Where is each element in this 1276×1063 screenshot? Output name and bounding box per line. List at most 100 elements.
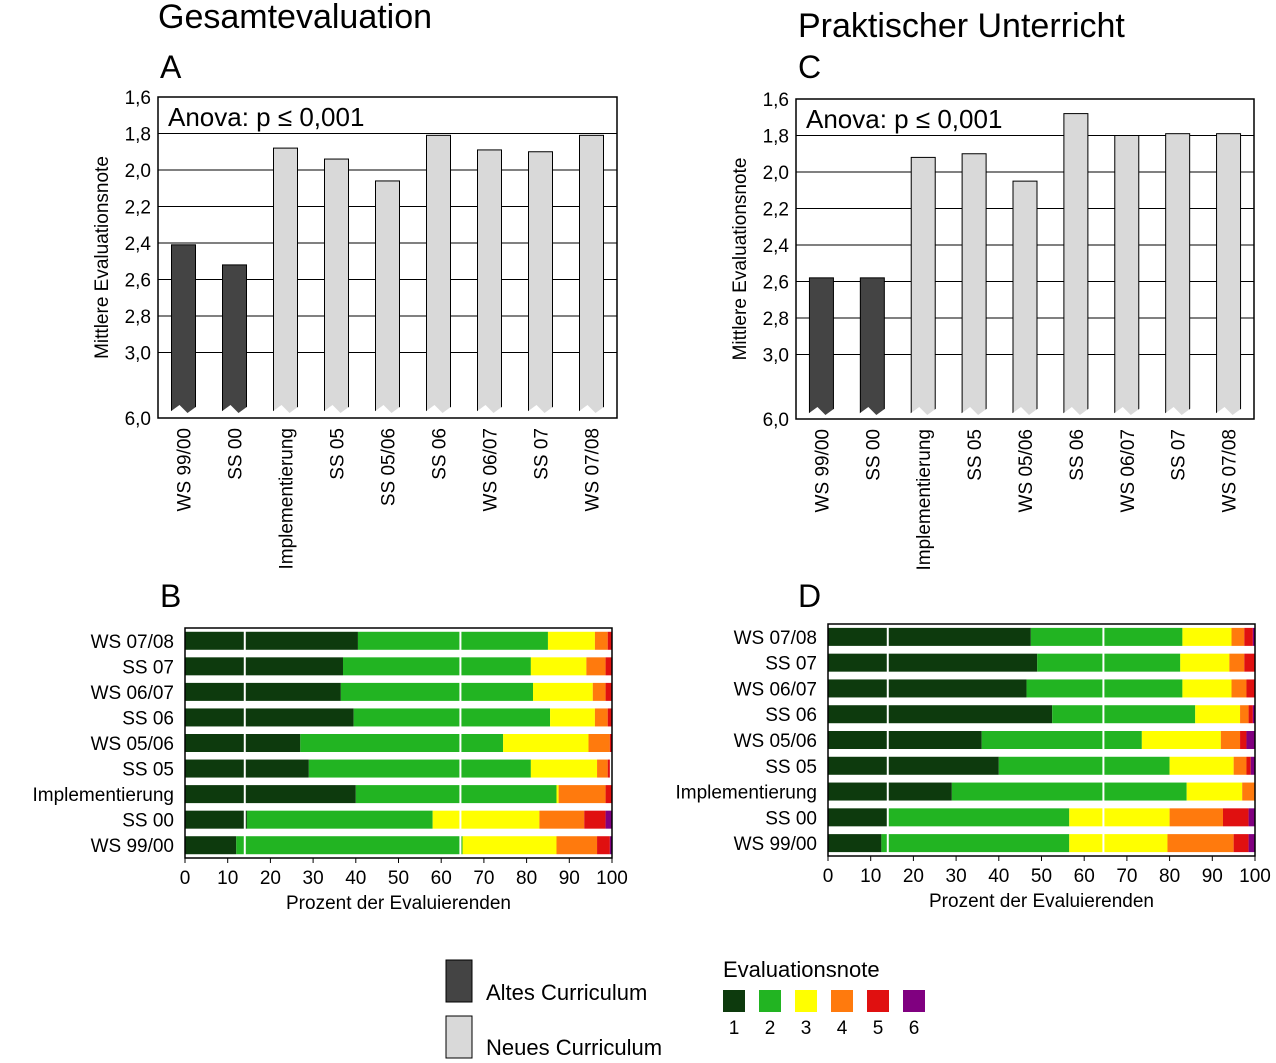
axis-break-marker <box>321 405 352 429</box>
x-tick-label: 20 <box>260 868 281 889</box>
segment-ss-07-note-4 <box>586 657 606 676</box>
x-tick-label: 100 <box>1239 866 1271 887</box>
x-tick-label: SS 00 <box>226 428 247 480</box>
y-tick-label: WS 05/06 <box>734 731 817 752</box>
legend-swatch-neues-curriculum <box>445 1015 473 1059</box>
x-tick-label: WS 06/07 <box>481 428 502 511</box>
bar-ws-06-07 <box>477 149 502 419</box>
segment-ws-07-08-note-4 <box>1231 627 1245 646</box>
x-tick-label: 60 <box>1074 866 1095 887</box>
panel-letter-c: C <box>798 49 821 85</box>
section-title-right: Praktischer Unterricht <box>798 7 1125 45</box>
x-tick-label: 80 <box>516 868 537 889</box>
y-tick-label: WS 99/00 <box>734 834 817 855</box>
axis-break-marker <box>576 405 607 429</box>
segment-ws-99-00-note-2 <box>881 834 1070 853</box>
segment-ss-00-note-3 <box>1069 808 1170 827</box>
plot-frame <box>157 96 618 419</box>
y-tick-label: SS 00 <box>122 811 174 832</box>
segment-ws-07-08-note-5 <box>1244 627 1253 646</box>
segment-ws-06-07-note-1 <box>828 679 1027 698</box>
segment-ss-05-note-6 <box>1250 756 1255 775</box>
bar-chart-a: 1,6 1,8 2,0 2,2 2,4 2,6 2,8 3,0 6,0 WS 99/00 SS 00… <box>92 88 618 570</box>
x-tick-label: 70 <box>473 868 494 889</box>
segment-ws-99-00-note-2 <box>236 836 463 855</box>
axis-break-marker <box>525 405 556 429</box>
segment-ws-05-06-note-5 <box>609 734 612 752</box>
axis-break-marker <box>270 405 301 429</box>
panel-letter-d: D <box>798 578 821 614</box>
section-title-left: Gesamtevaluation <box>158 0 432 36</box>
y-tick-label: 1,8 <box>125 125 151 146</box>
segment-ws-07-08-note-2 <box>357 631 548 650</box>
segment-ws-99-00-note-6 <box>609 836 612 855</box>
y-tick-label: 2,8 <box>763 309 789 330</box>
y-tick-label: 6,0 <box>125 409 151 430</box>
anova-annotation: Anova: p ≤ 0,001 <box>806 104 1002 134</box>
y-tick-label: 1,8 <box>763 127 789 148</box>
segment-ss-05-note-3 <box>1169 756 1234 775</box>
legend-swatch-note-2 <box>759 990 781 1012</box>
y-tick-label: SS 00 <box>765 808 817 829</box>
x-tick-label: SS 06 <box>1067 429 1088 481</box>
x-tick-label: 100 <box>596 868 628 889</box>
x-tick-label: SS 05 <box>965 429 986 481</box>
segment-ws-07-08-note-3 <box>547 631 595 650</box>
segment-ss-06-note-3 <box>550 708 595 727</box>
segment-ws-06-07-note-5 <box>605 682 612 701</box>
bar-ws-99-00 <box>808 277 834 420</box>
y-axis-label: Mittlere Evaluationsnote <box>92 156 113 359</box>
legend-label-note-5: 5 <box>873 1018 884 1039</box>
y-tick-label: WS 07/08 <box>734 628 817 649</box>
segment-ws-99-00-note-6 <box>1248 834 1255 853</box>
segment-ss-07-note-4 <box>1229 653 1245 672</box>
segment-ss-05-note-5 <box>607 759 610 778</box>
bar-ws-06-07 <box>1114 135 1140 420</box>
stacked-bar-chart-b: WS 07/08 SS 07 WS 06/07 SS 06 WS 05/06 SS 05 I… <box>32 627 628 914</box>
segment-implementierung-note-1 <box>185 785 356 804</box>
bar-ss-05 <box>961 153 987 420</box>
segment-ss-06-note-4 <box>1240 705 1249 724</box>
legend-label-neues-curriculum: Neues Curriculum <box>486 1035 662 1060</box>
y-tick-label: 1,6 <box>125 88 151 109</box>
legend-title-evaluationsnote: Evaluationsnote <box>723 957 880 982</box>
segment-ws-99-00-note-1 <box>185 836 237 855</box>
legend-swatch-note-5 <box>867 990 889 1012</box>
stacked-bar-chart-d: WS 07/08 SS 07 WS 06/07 SS 06 WS 05/06 SS 05 I… <box>675 623 1271 912</box>
x-tick-label: 0 <box>180 868 191 889</box>
x-tick-label: WS 07/08 <box>583 428 604 511</box>
segment-implementierung-note-2 <box>951 782 1187 801</box>
legend-label-note-6: 6 <box>909 1018 920 1039</box>
segment-ss-06-note-4 <box>594 708 608 727</box>
y-tick-label: 3,0 <box>125 344 151 365</box>
segment-ws-07-08-note-6 <box>1252 627 1255 646</box>
x-tick-label: SS 06 <box>430 428 451 480</box>
bar-ws-99-00 <box>171 244 196 419</box>
x-tick-label: SS 07 <box>532 428 553 480</box>
anova-annotation: Anova: p ≤ 0,001 <box>168 102 364 132</box>
x-tick-label: 40 <box>988 866 1009 887</box>
bar-ss-07 <box>528 151 553 419</box>
segment-ws-99-00-note-3 <box>1069 834 1168 853</box>
segment-ws-99-00-note-5 <box>1233 834 1249 853</box>
segment-ss-07-note-5 <box>1244 653 1255 672</box>
plot-frame <box>795 98 1255 420</box>
y-tick-label: 3,0 <box>763 346 789 367</box>
segment-ss-05-note-1 <box>185 759 309 778</box>
segment-ws-99-00-note-3 <box>462 836 557 855</box>
segment-ss-05-note-2 <box>998 756 1170 775</box>
bar-ss-06 <box>1063 113 1089 420</box>
x-tick-label: 10 <box>217 868 238 889</box>
segment-ws-05-06-note-2 <box>981 731 1142 749</box>
segment-ss-00-note-5 <box>1222 808 1249 827</box>
y-tick-label: WS 06/07 <box>91 683 174 704</box>
axis-break-marker <box>168 405 199 429</box>
segment-ws-07-08-note-1 <box>828 627 1031 646</box>
segment-implementierung-note-2 <box>355 785 557 804</box>
x-tick-label: SS 07 <box>1169 429 1190 481</box>
segment-ss-07-note-2 <box>342 657 531 676</box>
segment-ws-99-00-note-1 <box>828 834 882 853</box>
legend-label-note-2: 2 <box>765 1018 776 1039</box>
y-tick-label: 2,2 <box>763 200 789 221</box>
